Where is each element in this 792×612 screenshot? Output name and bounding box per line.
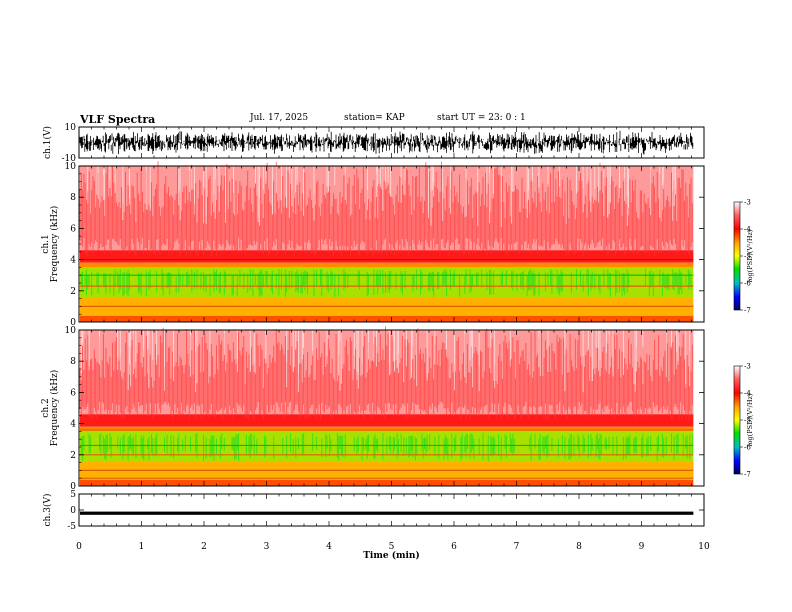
ch2-spectrogram-streaks-red [79, 326, 693, 421]
ch2-spectrogram-cbar-tick-label: -7 [744, 471, 751, 479]
ch1-spectrogram-ytick-label: 0 [70, 318, 76, 328]
spectrogram-fill-layer [79, 130, 694, 515]
ch1-waveform-trace [79, 130, 694, 155]
ch2-spectrogram-ytick-label: 4 [70, 420, 76, 430]
x-tick-label: 1 [139, 542, 145, 552]
ch2-spectrogram-ylabel: ch.2 [41, 398, 51, 417]
ch3-waveform-ytick-label: -5 [67, 522, 76, 532]
ch1-spectrogram-floor-band [80, 315, 694, 322]
date-label: Jul. 17, 2025 [250, 113, 309, 123]
ch1-waveform-ytick-label: 10 [65, 123, 77, 133]
ch1-spectrogram-ytick-label: 6 [70, 224, 76, 234]
start-ut-label: start UT = 23: 0 : 1 [437, 113, 526, 123]
ch2-spectrogram-floor-band [80, 479, 694, 486]
ch1-spectrogram-ytick-label: 2 [70, 287, 76, 297]
x-tick-label: 6 [451, 542, 457, 552]
ch2-spectrogram-cbar-tick-label: -6 [744, 444, 751, 452]
ch1-waveform-ytick-label: -10 [62, 154, 77, 164]
ch1-spectrogram-cbar-tick-label: -3 [744, 199, 751, 207]
x-tick-label: 3 [264, 542, 270, 552]
ch3-waveform-ytick-label: 5 [70, 490, 76, 500]
ch1-spectrogram-ylabel: Frequency (kHz) [49, 206, 60, 283]
ch1-spectrogram-ytick-label: 10 [65, 162, 77, 172]
panel-frames-layer [78, 126, 743, 527]
ch1-spectrogram-green-band [80, 267, 694, 298]
ch2-spectrogram-cbar-tick-label: -3 [744, 363, 751, 371]
ch1-spectrogram-colorbar [733, 201, 741, 311]
ch2-spectrogram-ytick-label: 2 [70, 451, 76, 461]
ch2-spectrogram-cbar-label: log(PSD)(V²/Hz) [746, 393, 754, 446]
ch1-spectrogram-ylabel: ch.1 [41, 234, 51, 253]
ch2-spectrogram-ytick-label: 0 [70, 482, 76, 492]
x-tick-label: 5 [389, 542, 395, 552]
ch2-spectrogram-ylabel: Frequency (kHz) [49, 370, 60, 447]
ch1-spectrogram-cbar-label: log(PSD)(V²/Hz) [746, 229, 754, 282]
ch2-spectrogram-ytick-label: 8 [70, 357, 76, 367]
x-tick-label: 2 [201, 542, 207, 552]
ch1-spectrogram-cbar-tick-label: -4 [744, 226, 751, 234]
ch2-spectrogram-cbar-tick-label: -5 [744, 417, 751, 425]
ch2-spectrogram-cbar-tick-label: -4 [744, 390, 751, 398]
x-axis-label: Time (min) [363, 550, 420, 561]
chart-title: VLF Spectra [80, 113, 156, 126]
x-tick-label: 4 [326, 542, 332, 552]
ch1-waveform-ylabel: ch.1(V) [42, 126, 53, 159]
ch2-spectrogram-colorbar [733, 365, 741, 475]
ch1-spectrogram-streaks-white [87, 166, 676, 228]
ch1-spectrogram-cbar-tick-label: -7 [744, 307, 751, 315]
ch3-waveform-ylabel: ch.3(V) [42, 494, 53, 527]
ch2-spectrogram-red-band [80, 414, 694, 427]
x-tick-label: 7 [514, 542, 520, 552]
ch1-spectrogram-orange-band [80, 262, 694, 268]
ch3-trace [80, 511, 694, 515]
ch1-spectrogram-ytick-label: 8 [70, 193, 76, 203]
ch1-spectrogram-cbar-tick-label: -5 [744, 253, 751, 261]
x-tick-label: 8 [576, 542, 582, 552]
station-label: station= KAP [344, 113, 405, 123]
ch1-spectrogram-cbar-tick-label: -6 [744, 280, 751, 288]
ch2-spectrogram-streaks-white [80, 330, 691, 393]
x-tick-label: 10 [698, 542, 710, 552]
ch2-spectrogram-ytick-label: 10 [65, 326, 77, 336]
x-tick-label: 0 [76, 542, 82, 552]
ch2-spectrogram-orange-band [80, 426, 694, 432]
ch3-waveform-ytick-label: 0 [70, 506, 76, 516]
x-tick-label: 9 [639, 542, 645, 552]
ch2-spectrogram-ytick-label: 6 [70, 388, 76, 398]
ch1-spectrogram-ytick-label: 4 [70, 256, 76, 266]
